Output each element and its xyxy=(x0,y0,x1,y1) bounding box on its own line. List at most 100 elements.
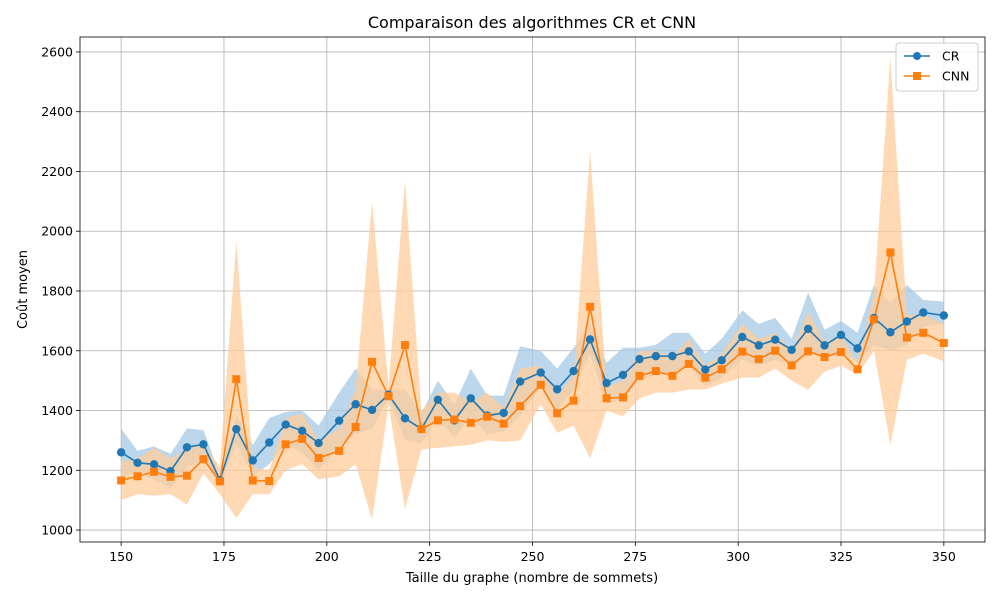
legend-cnn-label: CNN xyxy=(942,69,969,84)
point-cnn xyxy=(298,434,307,443)
y-axis-label: Coût moyen xyxy=(16,250,31,329)
legend-cnn-marker xyxy=(913,72,921,80)
point-cnn xyxy=(804,347,813,356)
x-tick-label: 250 xyxy=(521,549,545,564)
point-cr xyxy=(116,448,126,457)
x-tick-label: 275 xyxy=(623,549,647,564)
point-cr xyxy=(334,416,344,425)
point-cnn xyxy=(400,341,409,350)
point-cnn xyxy=(117,476,126,485)
point-cnn xyxy=(536,380,545,389)
point-cr xyxy=(787,345,796,355)
legend-cr-marker xyxy=(913,52,921,60)
x-tick-label: 150 xyxy=(109,549,133,564)
point-cr xyxy=(232,424,241,434)
point-cr xyxy=(635,354,644,364)
point-cr xyxy=(820,341,829,350)
point-cnn xyxy=(483,412,492,421)
point-cnn xyxy=(314,454,323,463)
y-tick-label: 1600 xyxy=(41,343,73,358)
y-tick-label: 2400 xyxy=(41,104,73,119)
y-tick-label: 1200 xyxy=(41,463,73,478)
point-cr xyxy=(754,341,763,350)
point-cnn xyxy=(635,371,644,380)
point-cr xyxy=(738,332,747,342)
y-tick-label: 1400 xyxy=(41,403,73,418)
point-cr xyxy=(902,317,912,326)
point-cnn xyxy=(248,476,257,485)
point-cr xyxy=(367,405,377,415)
series-markers xyxy=(116,248,949,486)
point-cr xyxy=(536,368,545,377)
point-cr xyxy=(585,335,595,344)
point-cnn xyxy=(368,357,377,366)
point-cr xyxy=(853,344,862,353)
point-cr xyxy=(684,347,694,356)
point-cnn xyxy=(265,477,274,486)
point-cr xyxy=(939,311,949,320)
point-cr xyxy=(199,440,208,449)
point-cnn xyxy=(651,367,660,376)
point-cr xyxy=(149,460,159,469)
y-tick-label: 1000 xyxy=(41,523,73,538)
legend-box xyxy=(895,42,979,92)
point-cr xyxy=(803,324,813,334)
point-cnn xyxy=(787,361,796,370)
point-cr xyxy=(314,438,323,448)
point-cnn xyxy=(384,392,393,401)
axis-ticks: 150 175 200 225 250 275 300 325 350 1000 1200 1400 1… xyxy=(41,44,956,564)
point-cnn xyxy=(771,346,780,355)
point-cr xyxy=(919,308,928,317)
x-tick-label: 175 xyxy=(212,549,236,564)
point-cnn xyxy=(335,446,344,455)
point-cnn xyxy=(499,419,508,428)
point-cnn xyxy=(433,416,442,425)
point-cnn xyxy=(232,375,241,384)
x-tick-label: 300 xyxy=(726,549,750,564)
point-cr xyxy=(466,394,475,403)
point-cr xyxy=(569,366,578,376)
point-cnn xyxy=(166,472,175,481)
point-cr xyxy=(836,330,846,340)
x-tick-label: 350 xyxy=(932,549,956,564)
point-cnn xyxy=(837,347,846,356)
point-cr xyxy=(281,420,290,429)
point-cnn xyxy=(150,467,159,476)
point-cnn xyxy=(281,440,290,449)
y-tick-label: 2600 xyxy=(41,44,73,59)
x-tick-label: 225 xyxy=(418,549,442,564)
point-cnn xyxy=(569,396,578,405)
legend-cr-label: CR xyxy=(942,49,960,64)
point-cnn xyxy=(738,347,747,356)
point-cr xyxy=(771,335,780,344)
point-cnn xyxy=(417,425,426,434)
point-cr xyxy=(499,408,508,418)
point-cnn xyxy=(902,333,911,342)
point-cnn xyxy=(668,371,677,380)
point-cr xyxy=(133,458,142,468)
point-cr xyxy=(351,400,360,409)
point-cnn xyxy=(754,355,763,364)
point-cnn xyxy=(820,353,829,362)
point-cnn xyxy=(516,402,525,411)
point-cnn xyxy=(133,472,142,481)
legend: CR CNN xyxy=(895,42,979,92)
point-cr xyxy=(552,385,562,394)
point-cnn xyxy=(602,394,611,403)
point-cr xyxy=(297,426,307,436)
point-cr xyxy=(717,356,726,365)
point-cnn xyxy=(586,302,595,311)
point-cr xyxy=(265,438,274,447)
point-cnn xyxy=(553,409,562,418)
point-cr xyxy=(618,370,628,380)
point-cnn xyxy=(869,315,878,324)
point-cr xyxy=(886,328,895,337)
point-cr xyxy=(182,443,192,452)
y-tick-label: 1800 xyxy=(41,283,73,298)
point-cr xyxy=(433,395,443,404)
point-cr xyxy=(668,351,677,361)
point-cnn xyxy=(215,477,224,486)
point-cnn xyxy=(199,455,208,464)
